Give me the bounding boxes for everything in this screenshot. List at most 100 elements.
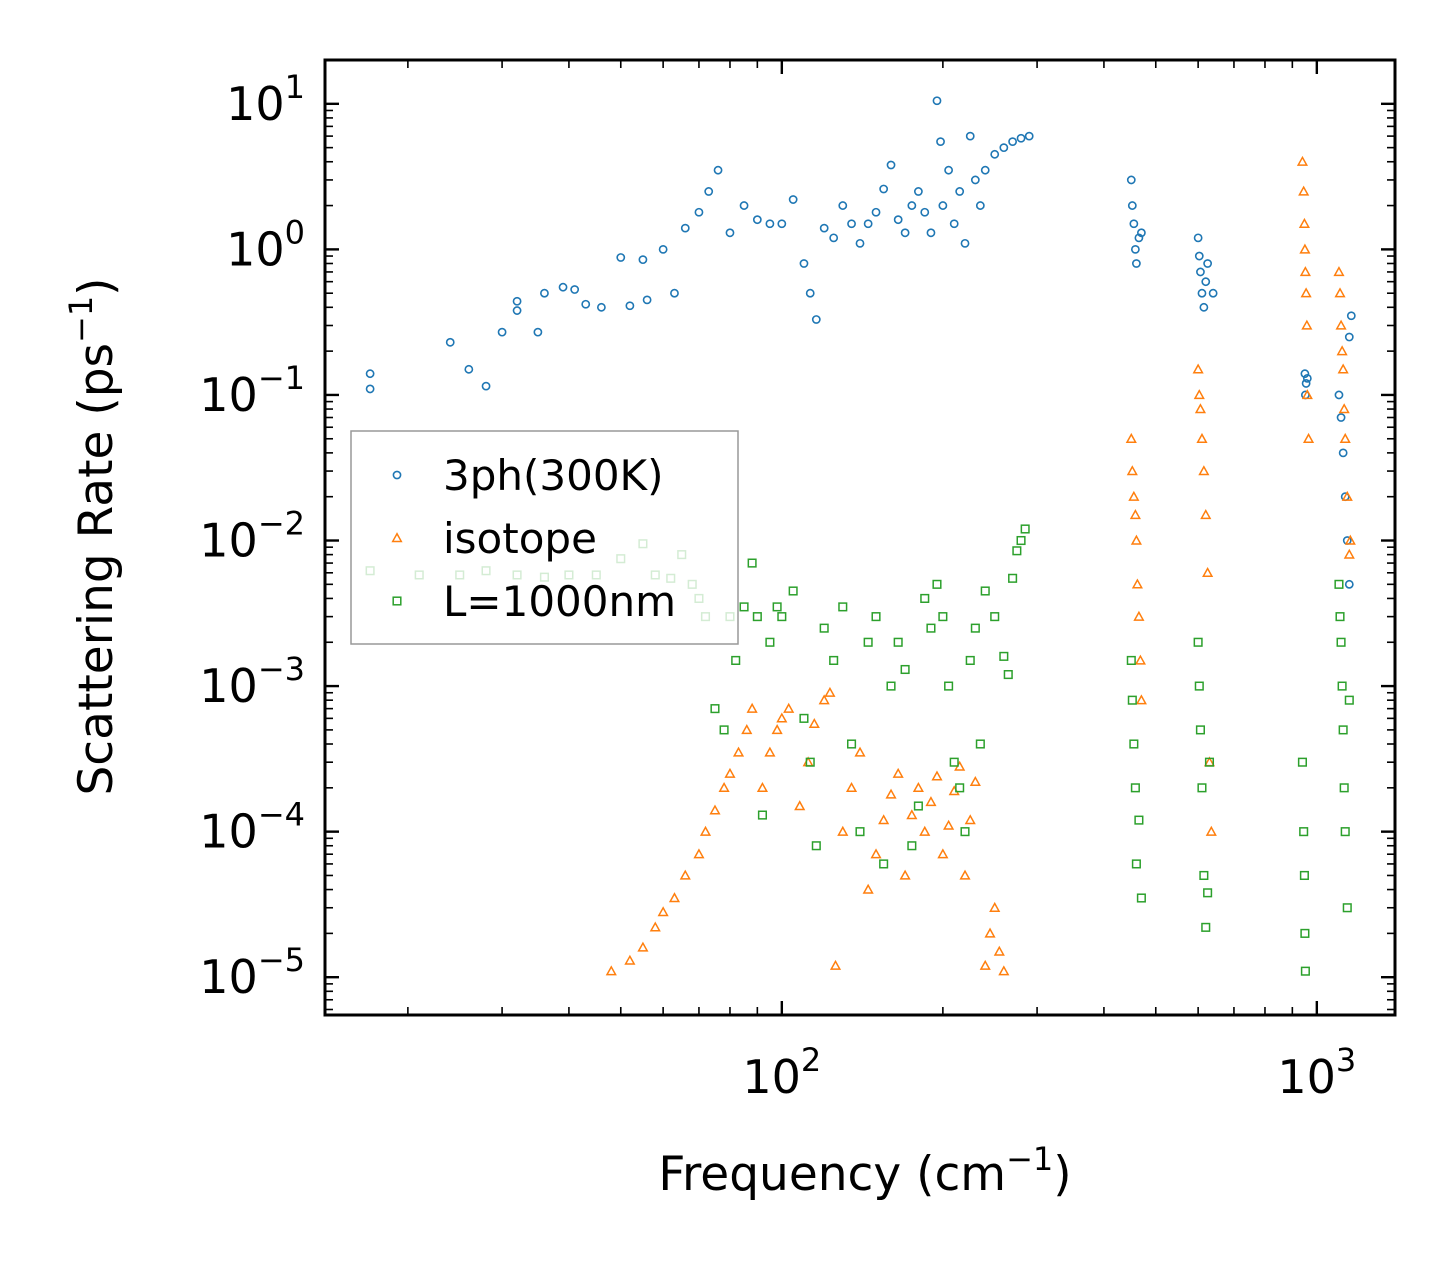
- data-point: [497, 327, 507, 337]
- data-point: [1193, 233, 1203, 243]
- data-point: [845, 781, 858, 793]
- data-point: [1131, 578, 1143, 589]
- data-point: [658, 244, 668, 254]
- data-point: [938, 612, 948, 622]
- data-point: [999, 143, 1009, 153]
- data-point: [819, 223, 829, 233]
- data-point: [943, 819, 955, 830]
- data-point: [837, 825, 849, 836]
- data-point: [913, 801, 923, 811]
- data-point: [926, 623, 936, 633]
- data-point: [1301, 379, 1311, 388]
- data-point: [1008, 137, 1018, 147]
- data-point: [1133, 610, 1145, 621]
- data-point: [1208, 288, 1218, 298]
- data-point: [980, 165, 990, 175]
- data-point: [693, 848, 705, 859]
- legend-marker-shape: [392, 596, 402, 606]
- data-point: [829, 959, 842, 970]
- data-point: [949, 757, 959, 767]
- y-tick-label: 10−5: [199, 941, 305, 1004]
- data-point: [1301, 319, 1313, 330]
- data-point: [1344, 534, 1356, 545]
- data-point: [970, 175, 980, 185]
- data-point: [885, 788, 897, 799]
- x-axis-title-exponent: −1: [1006, 1140, 1053, 1178]
- data-point: [855, 238, 865, 248]
- data-point: [747, 558, 757, 568]
- legend-marker-shape: [392, 470, 402, 480]
- data-point: [649, 921, 661, 932]
- data-point: [1299, 266, 1311, 277]
- data-point: [1135, 694, 1147, 705]
- data-point: [1126, 655, 1136, 665]
- data-point: [1299, 870, 1309, 881]
- data-point: [788, 586, 798, 596]
- data-point: [913, 187, 923, 196]
- data-point: [1131, 259, 1141, 268]
- data-point: [1202, 566, 1214, 577]
- data-point: [713, 165, 723, 175]
- data-point: [965, 131, 975, 141]
- x-tick-label: 103: [1277, 1041, 1356, 1104]
- data-point: [1296, 155, 1309, 166]
- data-point: [862, 883, 874, 894]
- data-point: [1016, 133, 1026, 143]
- data-point: [1343, 548, 1355, 559]
- data-point: [657, 906, 669, 917]
- data-point: [938, 201, 948, 210]
- legend-marker-shape: [391, 532, 403, 543]
- legend-marker-isotope: [391, 532, 403, 543]
- data-point: [980, 586, 990, 596]
- data-point: [847, 219, 856, 229]
- data-point: [724, 767, 736, 778]
- data-point: [752, 612, 762, 622]
- data-point: [481, 381, 491, 391]
- data-point: [899, 869, 911, 880]
- data-point: [1198, 465, 1210, 476]
- data-point: [1203, 259, 1213, 268]
- data-point: [1344, 695, 1354, 705]
- data-point: [1302, 432, 1315, 443]
- data-point: [829, 233, 839, 243]
- series-0: [365, 96, 1356, 589]
- data-point: [1199, 870, 1209, 881]
- data-point: [920, 593, 930, 603]
- data-point: [765, 219, 775, 229]
- data-point: [959, 869, 971, 880]
- tick-labels: 102 103 101 100 10−1 10−2 10−3 10−4 10−5: [199, 68, 1356, 1104]
- data-point: [731, 655, 741, 665]
- data-point: [637, 941, 649, 952]
- data-point: [871, 207, 881, 217]
- data-point: [1203, 888, 1213, 898]
- legend-label-3ph: 3ph(300K): [443, 451, 663, 500]
- data-point: [975, 739, 985, 749]
- data-point: [919, 825, 931, 836]
- data-point: [819, 623, 829, 633]
- data-point: [719, 725, 729, 735]
- data-point: [893, 637, 903, 647]
- data-point: [990, 612, 1000, 622]
- data-point: [1130, 244, 1140, 254]
- data-point: [931, 770, 943, 781]
- data-point: [794, 800, 806, 811]
- data-point: [1136, 228, 1146, 238]
- data-point: [1192, 363, 1204, 374]
- x-axis-title: Frequency (cm−1): [658, 1140, 1071, 1202]
- data-point: [704, 187, 714, 196]
- data-point: [757, 810, 767, 820]
- data-point: [1337, 363, 1349, 374]
- data-point: [1125, 432, 1137, 443]
- data-point: [1298, 185, 1310, 196]
- data-point: [878, 814, 890, 825]
- legend-entry-isotope: isotope: [391, 514, 597, 563]
- data-point: [1200, 509, 1212, 520]
- data-point: [1338, 448, 1348, 458]
- data-point: [969, 775, 981, 786]
- data-point: [879, 859, 889, 869]
- data-point: [1346, 311, 1356, 321]
- data-point: [1205, 825, 1217, 836]
- y-tick-label: 101: [226, 68, 305, 131]
- data-point: [1344, 579, 1354, 589]
- data-point: [540, 288, 549, 298]
